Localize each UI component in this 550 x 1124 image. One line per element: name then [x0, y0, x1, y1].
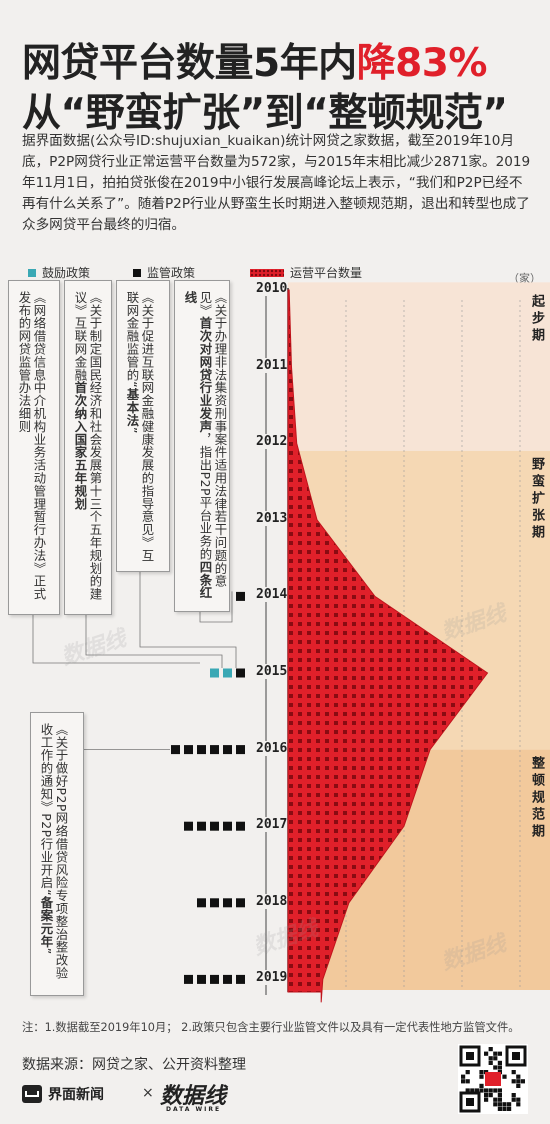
platforms-swatch [250, 268, 284, 277]
jiemian-logo: 界面新闻 [22, 1084, 104, 1104]
legend-regulate: 监管政策 [133, 264, 195, 281]
title-prefix: 网贷平台数量5年内 [22, 41, 357, 86]
policy-marker [223, 974, 232, 984]
policy-marker [210, 898, 219, 908]
policy-marker [184, 974, 193, 984]
policy-3-bold: 基本法 [125, 388, 140, 427]
legend-encourage-label: 鼓励政策 [42, 266, 91, 280]
policy-text-5: 《关于做好P2P网络借贷风险专项整治整改验收工作的通知》P2P行业开启“备案元年… [39, 723, 69, 987]
policy-5-prefix: 《关于做好P2P网络借贷风险专项整治整改验收工作的通知》P2P行业开启“ [39, 723, 69, 980]
policy-2-prefix: 《关于制定国民经济和社会发展第十三个五年规划的建议》互联网金融 [73, 291, 103, 601]
year-label: 2015 [256, 664, 288, 679]
policy-text-2: 《关于制定国民经济和社会发展第十三个五年规划的建议》互联网金融首次纳入国家五年规… [73, 291, 103, 607]
policy-box-3: 《关于促进互联网金融健康发展的指导意见》互联网金融监管的“基本法” [116, 280, 170, 572]
phase-label: 整顿规范期 [529, 755, 544, 841]
qr-code-icon[interactable] [458, 1044, 528, 1114]
policy-marker [197, 974, 206, 984]
year-label: 2017 [256, 817, 288, 833]
phase-band [288, 282, 550, 451]
axis-unit: （家） [508, 272, 541, 285]
policy-marker [236, 591, 245, 601]
legend-platforms: 运营平台数量 [250, 264, 362, 281]
encourage-swatch [28, 268, 36, 277]
phase-label: 起步期 [529, 294, 544, 345]
connector-line [32, 613, 200, 664]
shujuxian-logo: 数据线 DATA WIRE [160, 1078, 226, 1113]
policy-marker [223, 668, 232, 678]
connector-line [199, 591, 233, 623]
policy-marker [197, 821, 206, 831]
policy-marker [236, 898, 245, 908]
policy-3-suffix: ” [125, 426, 140, 434]
title-highlight: 降83% [356, 41, 488, 86]
year-label: 2012 [256, 434, 288, 450]
policy-marker [223, 821, 232, 831]
intro-paragraph: 据界面数据(公众号ID:shujuxian_kuaikan)统计网贷之家数据，截… [22, 133, 531, 233]
policy-4-bold: 首次对网贷行业发声 [198, 316, 213, 433]
shujuxian-logo-text: 数据线 [160, 1084, 227, 1109]
policy-box-2: 《关于制定国民经济和社会发展第十三个五年规划的建议》互联网金融首次纳入国家五年规… [64, 280, 112, 615]
policy-3-prefix: 《关于促进互联网金融健康发展的指导意见》互联网金融监管的“ [125, 291, 155, 562]
year-label: 2013 [256, 510, 288, 526]
platform-count-area [287, 289, 489, 1003]
policy-marker [223, 745, 232, 755]
legend-platforms-label: 运营平台数量 [290, 266, 363, 280]
policy-4-mid: ，指出P2P平台业务的 [198, 432, 213, 561]
year-label: 2011 [256, 357, 288, 373]
connector-line [85, 613, 223, 668]
phase-label: 野蛮扩张期 [529, 456, 544, 542]
policy-text-1: 《网络借贷信息中介机构业务活动管理暂行办法》正式发布的网贷监管办法细则 [17, 291, 47, 601]
year-label: 2018 [256, 893, 288, 909]
policy-4-prefix: 《关于办理非法集资刑事案件适用法律若干问题的意见》 [198, 291, 228, 588]
policy-marker [210, 821, 219, 831]
legend-encourage: 鼓励政策 [28, 264, 90, 281]
page-title: 网贷平台数量5年内降83% [22, 32, 488, 88]
policy-text-4: 《关于办理非法集资刑事案件适用法律若干问题的意见》首次对网贷行业发声，指出P2P… [183, 291, 228, 603]
data-source: 数据来源：网贷之家、公开资料整理 [22, 1057, 246, 1073]
policy-box-1: 《网络借贷信息中介机构业务活动管理暂行办法》正式发布的网贷监管办法细则 [8, 280, 60, 615]
year-label: 2016 [256, 740, 288, 756]
policy-marker [210, 745, 219, 755]
policy-marker [197, 745, 206, 755]
policy-marker [210, 668, 219, 678]
connector-line [139, 570, 237, 668]
policy-marker [223, 898, 232, 908]
policy-box-5: 《关于做好P2P网络借贷风险专项整治整改验收工作的通知》P2P行业开启“备案元年… [30, 712, 84, 996]
policy-box-4: 《关于办理非法集资刑事案件适用法律若干问题的意见》首次对网贷行业发声，指出P2P… [174, 280, 230, 612]
policy-4-bold2: 四条红线 [183, 291, 213, 600]
policy-marker [210, 974, 219, 984]
policy-2-bold: 首次纳入国家五年规划 [73, 381, 88, 511]
year-label: 2010 [256, 281, 288, 296]
policy-marker [184, 745, 193, 755]
policy-marker [197, 898, 206, 908]
policy-marker [171, 745, 180, 755]
jiemian-logo-icon [22, 1085, 42, 1103]
year-label: 2014 [256, 587, 288, 603]
policy-text-3: 《关于促进互联网金融健康发展的指导意见》互联网金融监管的“基本法” [125, 291, 155, 563]
year-label: 2019 [256, 970, 288, 986]
page-subtitle: 从“野蛮扩张”到“整顿规范” [22, 91, 508, 136]
logo-separator: × [142, 1085, 154, 1101]
policy-marker [236, 745, 245, 755]
policy-marker [236, 974, 245, 984]
policy-5-bold: 备案元年 [39, 896, 54, 948]
policy-marker [184, 821, 193, 831]
policy-marker [236, 668, 245, 678]
footnote: 注：1.数据截至2019年10月； 2.政策只包含主要行业监管文件以及具有一定代… [22, 1021, 520, 1034]
legend-regulate-label: 监管政策 [147, 266, 196, 280]
jiemian-logo-text: 界面新闻 [48, 1087, 104, 1103]
shujuxian-logo-en: DATA WIRE [166, 1106, 222, 1113]
regulate-swatch [133, 268, 141, 277]
policy-marker [236, 821, 245, 831]
policy-5-suffix: ” [39, 947, 54, 955]
